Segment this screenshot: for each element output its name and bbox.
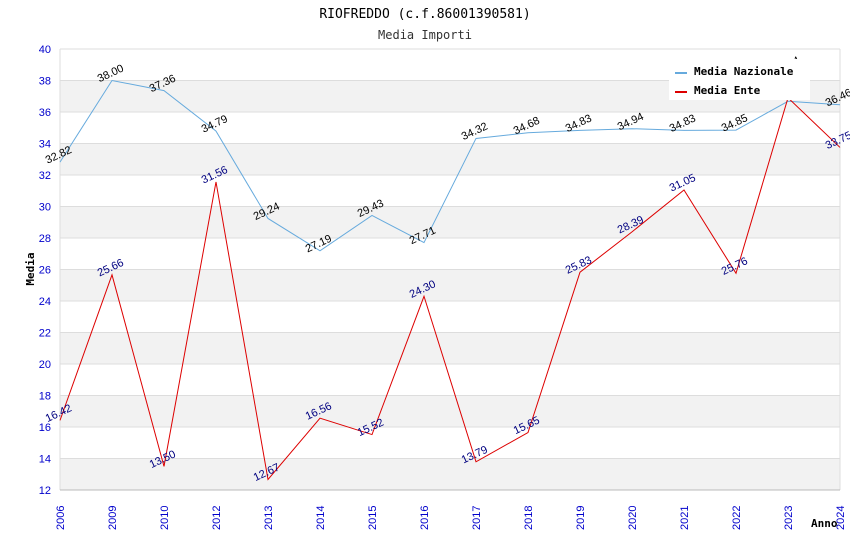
x-tick-label: 2016 — [419, 506, 431, 530]
data-label-nazionale: 34.83 — [564, 112, 594, 135]
x-tick-label: 2010 — [159, 506, 171, 530]
y-tick-label: 38 — [39, 76, 51, 88]
x-tick-label: 2009 — [107, 506, 119, 530]
x-tick-label: 2018 — [523, 506, 535, 530]
y-tick-label: 18 — [39, 391, 51, 403]
x-tick-label: 2006 — [55, 506, 67, 530]
grid-bands — [60, 80, 840, 490]
x-tick-label: 2021 — [679, 506, 691, 530]
grid-lines — [59, 48, 841, 491]
x-tick-label: 2014 — [315, 506, 327, 530]
y-tick-label: 26 — [39, 265, 51, 277]
x-tick-label: 2020 — [627, 506, 639, 530]
y-axis-label: Media — [24, 252, 37, 285]
grid-band — [60, 206, 840, 238]
x-tick-label: 2019 — [575, 506, 587, 530]
chart-subtitle: Media Importi — [378, 28, 472, 42]
x-tick-label: 2012 — [211, 506, 223, 530]
x-tick-label: 2013 — [263, 506, 275, 530]
legend-box — [669, 59, 810, 100]
grid-band — [60, 332, 840, 364]
y-tick-label: 16 — [39, 422, 51, 434]
x-tick-label: 2022 — [731, 506, 743, 530]
data-label-nazionale: 34.32 — [460, 120, 490, 143]
legend: Media Nazionale Media Ente — [669, 59, 810, 100]
grid-band — [60, 143, 840, 175]
y-axis-ticks: 12 14 16 18 20 22 24 26 28 30 32 34 36 38 40 — [39, 44, 51, 497]
x-axis-label: Anno — [811, 517, 838, 530]
chart-title: RIOFREDDO (c.f.86001390581) — [319, 7, 530, 22]
series-line-media-ente — [59, 96, 841, 481]
y-tick-label: 20 — [39, 359, 51, 371]
data-label-nazionale: 34.94 — [616, 111, 646, 134]
series-line-media-nazionale — [59, 79, 841, 252]
y-tick-label: 24 — [39, 296, 51, 308]
legend-label-ente: Media Ente — [694, 84, 761, 97]
y-tick-label: 22 — [39, 328, 51, 340]
series-lines — [59, 79, 841, 481]
data-label-nazionale: 34.79 — [200, 113, 230, 136]
y-tick-label: 32 — [39, 170, 51, 182]
y-tick-label: 36 — [39, 107, 51, 119]
x-tick-label: 2015 — [367, 506, 379, 530]
x-axis-ticks: 2006 2009 2010 2012 2013 2014 2015 2016 2017 2018… — [55, 506, 847, 530]
y-tick-label: 14 — [39, 454, 51, 466]
x-tick-label: 2024 — [835, 506, 847, 530]
legend-label-nazionale: Media Nazionale — [694, 65, 794, 78]
data-label-nazionale: 34.85 — [720, 112, 750, 135]
y-tick-label: 30 — [39, 202, 51, 214]
x-tick-label: 2017 — [471, 506, 483, 530]
data-label-nazionale: 34.83 — [668, 112, 698, 135]
x-tick-label: 2023 — [783, 506, 795, 530]
data-label-nazionale: 34.68 — [512, 115, 542, 138]
grid-band — [60, 395, 840, 427]
y-tick-label: 28 — [39, 233, 51, 245]
grid-band — [60, 458, 840, 490]
y-tick-label: 12 — [39, 485, 51, 497]
grid-band — [60, 269, 840, 301]
y-tick-label: 34 — [39, 139, 51, 151]
y-tick-label: 40 — [39, 44, 51, 56]
